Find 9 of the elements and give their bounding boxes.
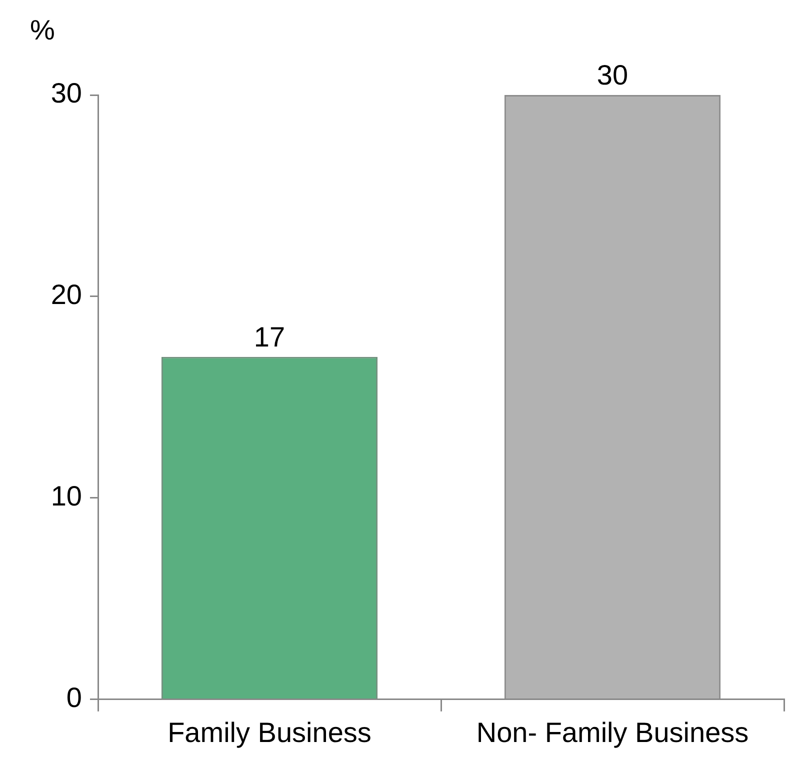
y-tick-label: 20 bbox=[50, 279, 82, 310]
x-tick-label: Family Business bbox=[168, 716, 372, 748]
y-tick-label: 30 bbox=[50, 78, 82, 109]
data-label: 30 bbox=[596, 60, 628, 91]
x-tick-label: Non- Family Business bbox=[476, 716, 749, 748]
y-axis-title: % bbox=[30, 14, 55, 46]
y-tick-label: 0 bbox=[66, 682, 82, 714]
data-label: 17 bbox=[254, 322, 286, 353]
y-tick-label: 10 bbox=[50, 480, 82, 512]
